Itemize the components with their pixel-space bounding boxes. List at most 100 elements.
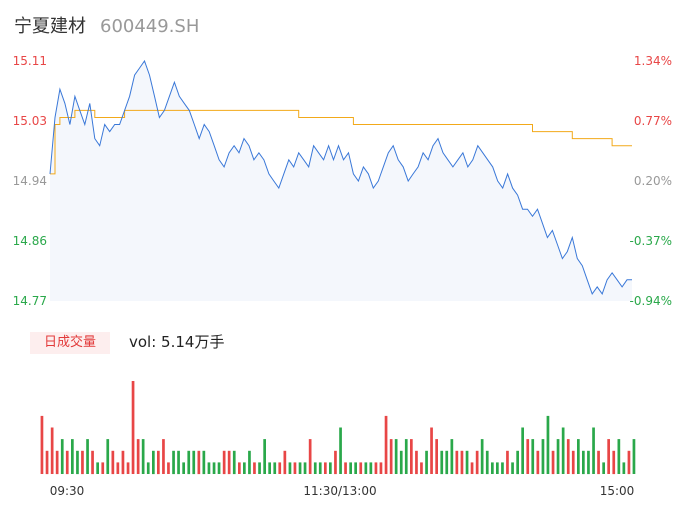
- volume-bar: [470, 462, 474, 474]
- x-axis-ticks: 09:30 11:30/13:00 15:00: [50, 484, 635, 498]
- volume-bar: [404, 439, 408, 474]
- volume-bar: [420, 462, 423, 474]
- volume-bar: [308, 439, 312, 474]
- volume-bar: [410, 439, 413, 474]
- volume-bar: [577, 439, 580, 474]
- volume-bar: [384, 415, 388, 474]
- volume-bar: [96, 462, 99, 474]
- volume-bar: [445, 450, 449, 475]
- volume-bar: [455, 450, 459, 475]
- volume-bar: [612, 450, 616, 475]
- volume-bar: [506, 450, 509, 475]
- volume-bar: [248, 450, 251, 475]
- volume-bar: [622, 462, 626, 474]
- volume-bar: [541, 439, 545, 474]
- volume-bar: [162, 439, 165, 474]
- daily-volume-tag[interactable]: 日成交量: [30, 332, 110, 354]
- volume-bar: [55, 450, 59, 475]
- y-tick-right: 0.20%: [634, 174, 672, 188]
- volume-bar: [212, 462, 216, 474]
- volume-bar: [329, 462, 332, 474]
- volume-bar: [217, 462, 221, 474]
- volume-bar: [207, 462, 211, 474]
- volume-bar: [288, 462, 292, 474]
- volume-bar: [157, 450, 160, 475]
- volume-bar: [86, 439, 89, 474]
- volume-bar: [516, 450, 519, 475]
- volume-bar: [253, 462, 256, 474]
- y-tick-left: 14.77: [13, 294, 47, 308]
- volume-bar: [379, 462, 383, 474]
- y-tick-right: 1.34%: [634, 54, 672, 68]
- volume-bar: [374, 462, 378, 474]
- volume-bar: [389, 439, 393, 474]
- volume-bar: [526, 439, 530, 474]
- price-area: [50, 61, 632, 301]
- volume-bar: [76, 450, 79, 475]
- volume-bar: [152, 450, 155, 475]
- volume-bar: [303, 462, 307, 474]
- volume-bar: [475, 450, 479, 475]
- volume-bar: [617, 439, 621, 474]
- volume-bar: [324, 462, 327, 474]
- volume-bar: [202, 450, 206, 475]
- volume-bar: [146, 462, 150, 474]
- volume-bar: [141, 439, 145, 474]
- volume-bar: [192, 450, 196, 475]
- volume-bar: [268, 462, 271, 474]
- volume-bar: [349, 462, 352, 474]
- volume-bar: [435, 439, 438, 474]
- volume-bar: [354, 462, 357, 474]
- volume-bar: [344, 462, 347, 474]
- volume-bar: [116, 462, 120, 474]
- volume-bar: [485, 450, 489, 475]
- stock-header: 宁夏建材 600449.SH: [14, 12, 199, 40]
- volume-bar: [222, 450, 226, 475]
- volume-bar: [60, 439, 64, 474]
- y-axis-left-ticks: 15.11 15.03 14.94 14.86 14.77: [13, 54, 47, 308]
- volume-bar: [460, 450, 464, 475]
- volume-bar: [227, 450, 231, 475]
- volume-bar: [243, 462, 246, 474]
- volume-bar: [480, 439, 484, 474]
- y-tick-right: 0.77%: [634, 114, 672, 128]
- volume-bar: [263, 439, 266, 474]
- volume-bar: [81, 450, 84, 475]
- y-tick-left: 15.03: [13, 114, 47, 128]
- volume-bar: [364, 462, 368, 474]
- volume-bar: [313, 462, 317, 474]
- volume-bar: [45, 450, 49, 475]
- volume-bar: [111, 450, 115, 475]
- volume-bar: [131, 381, 135, 474]
- volume-bar: [632, 439, 636, 474]
- volume-bar: [187, 450, 191, 475]
- average-price-line: [50, 109, 632, 175]
- volume-bar: [101, 462, 105, 474]
- volume-bar: [40, 415, 44, 474]
- volume-bar: [258, 462, 261, 474]
- volume-bar: [334, 450, 337, 475]
- volume-bar: [465, 450, 469, 475]
- volume-bar: [587, 450, 590, 475]
- volume-bar: [521, 427, 524, 474]
- volume-bar: [597, 450, 600, 475]
- volume-bar: [440, 450, 444, 475]
- volume-bar: [491, 462, 494, 474]
- volume-bar: [592, 427, 595, 474]
- volume-bar: [430, 427, 433, 474]
- volume-bar: [71, 439, 74, 474]
- volume-bar: [339, 427, 342, 474]
- volume-bar: [197, 450, 201, 475]
- volume-bar: [582, 450, 585, 475]
- volume-bar: [369, 462, 373, 474]
- volume-bar: [359, 462, 363, 474]
- volume-bar: [607, 439, 610, 474]
- volume-bar: [273, 462, 277, 474]
- stock-name: 宁夏建材: [14, 16, 86, 37]
- volume-bar: [278, 462, 282, 474]
- x-tick-label: 15:00: [600, 484, 635, 498]
- volume-bar: [232, 450, 236, 475]
- stock-code: 600449.SH: [100, 16, 200, 37]
- y-axis-right-ticks: 1.34% 0.77% 0.20% -0.37% -0.94%: [630, 54, 672, 308]
- volume-bar: [91, 450, 94, 475]
